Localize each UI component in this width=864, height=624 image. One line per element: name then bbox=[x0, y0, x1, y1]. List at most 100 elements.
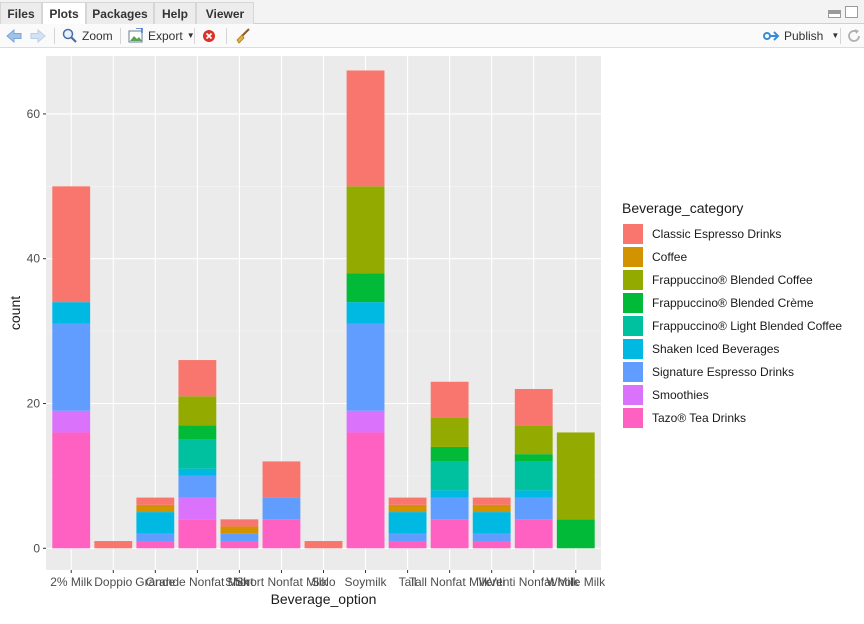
bar-segment bbox=[178, 519, 217, 549]
bar-segment bbox=[220, 519, 259, 527]
bar-segment bbox=[514, 454, 553, 462]
bar-segment bbox=[52, 432, 91, 549]
legend-item: Shaken Iced Beverages bbox=[622, 337, 842, 360]
bar-segment bbox=[514, 490, 553, 498]
bar-segment bbox=[304, 541, 343, 549]
legend-item: Frappuccino® Blended Coffee bbox=[622, 268, 842, 291]
refresh-icon[interactable] bbox=[846, 28, 862, 44]
publish-icon bbox=[763, 31, 780, 41]
bar-segment bbox=[514, 389, 553, 426]
x-tick-label: Tall bbox=[399, 575, 417, 589]
legend-key bbox=[622, 245, 644, 268]
bar-segment bbox=[472, 533, 511, 542]
legend-label: Frappuccino® Blended Crème bbox=[652, 295, 814, 310]
bar-segment bbox=[556, 432, 595, 520]
plots-toolbar: Zoom Export ▼ Publish ▼ bbox=[0, 24, 864, 48]
bar-segment bbox=[388, 497, 427, 505]
y-tick-label: 20 bbox=[27, 396, 41, 410]
publish-button[interactable]: Publish ▼ bbox=[762, 27, 839, 45]
export-button[interactable]: Export ▼ bbox=[128, 27, 195, 45]
tab-packages[interactable]: Packages bbox=[86, 2, 154, 24]
toolbar-separator bbox=[54, 28, 55, 44]
bar-segment bbox=[556, 519, 595, 549]
zoom-button[interactable]: Zoom bbox=[62, 27, 113, 45]
bar-segment bbox=[52, 323, 91, 411]
bar-segment bbox=[430, 519, 469, 549]
bar-segment bbox=[346, 70, 385, 187]
bar-segment bbox=[388, 533, 427, 542]
bar-segment bbox=[346, 273, 385, 303]
tab-help[interactable]: Help bbox=[154, 2, 196, 24]
legend-label: Smoothies bbox=[652, 387, 709, 402]
broom-clear-icon[interactable] bbox=[234, 27, 252, 45]
legend-item: Tazo® Tea Drinks bbox=[622, 406, 842, 429]
bar-segment bbox=[346, 432, 385, 549]
bar-segment bbox=[178, 439, 217, 469]
bar-segment bbox=[220, 526, 259, 534]
legend-label: Tazo® Tea Drinks bbox=[652, 410, 746, 425]
legend-item: Coffee bbox=[622, 245, 842, 268]
window-controls bbox=[828, 6, 858, 18]
legend-item: Classic Espresso Drinks bbox=[622, 222, 842, 245]
bar-segment bbox=[262, 461, 301, 498]
x-tick-label: Doppio bbox=[94, 575, 132, 589]
legend-key bbox=[622, 383, 644, 406]
bar-segment bbox=[220, 541, 259, 549]
legend-item: Smoothies bbox=[622, 383, 842, 406]
pane-tab-bar: Files Plots Packages Help Viewer bbox=[0, 0, 864, 25]
legend-label: Frappuccino® Blended Coffee bbox=[652, 272, 813, 287]
toolbar-separator bbox=[194, 28, 195, 44]
toolbar-separator bbox=[226, 28, 227, 44]
bar-segment bbox=[472, 512, 511, 534]
export-label: Export bbox=[148, 29, 183, 43]
toolbar-separator bbox=[120, 28, 121, 44]
maximize-pane-button[interactable] bbox=[845, 6, 858, 18]
bar-segment bbox=[262, 497, 301, 520]
publish-label: Publish bbox=[784, 29, 824, 43]
tab-plots[interactable]: Plots bbox=[42, 2, 86, 25]
bar-segment bbox=[136, 541, 175, 549]
minimize-pane-button[interactable] bbox=[828, 10, 841, 18]
bar-segment bbox=[514, 519, 553, 549]
tab-files[interactable]: Files bbox=[0, 2, 42, 24]
bar-segment bbox=[346, 302, 385, 324]
legend-key bbox=[622, 314, 644, 337]
forward-arrow-icon[interactable] bbox=[30, 29, 46, 43]
x-axis-title: Beverage_option bbox=[271, 591, 377, 607]
legend-label: Coffee bbox=[652, 249, 688, 264]
tab-viewer[interactable]: Viewer bbox=[196, 2, 254, 24]
toolbar-separator bbox=[840, 28, 841, 44]
bar-segment bbox=[52, 186, 91, 303]
legend-key bbox=[622, 268, 644, 291]
x-tick-label: Solo bbox=[311, 575, 335, 589]
bar-segment bbox=[52, 410, 91, 433]
bar-segment bbox=[178, 468, 217, 476]
zoom-label: Zoom bbox=[82, 29, 113, 43]
bar-segment bbox=[514, 497, 553, 520]
x-tick-label: Soymilk bbox=[345, 575, 388, 589]
x-tick-label: Venti Nonfat Milk bbox=[489, 575, 580, 589]
y-tick-label: 0 bbox=[33, 541, 40, 555]
x-tick-label: Tall Nonfat Milk bbox=[409, 575, 491, 589]
bar-segment bbox=[388, 504, 427, 513]
x-tick-label: Grande Nonfat Milk bbox=[146, 575, 250, 589]
legend-item: Frappuccino® Light Blended Coffee bbox=[622, 314, 842, 337]
x-tick-label: Whole Milk bbox=[546, 575, 606, 589]
bar-segment bbox=[136, 504, 175, 513]
bar-segment bbox=[94, 541, 133, 549]
legend-label: Shaken Iced Beverages bbox=[652, 341, 780, 356]
export-image-icon bbox=[128, 28, 143, 43]
bar-segment bbox=[136, 512, 175, 534]
legend-key bbox=[622, 406, 644, 429]
plot-viewer: 0 20 40 60 2% Milk Doppio Grande Grande Nonfat … bbox=[0, 48, 864, 624]
back-arrow-icon[interactable] bbox=[6, 29, 22, 43]
bar-segment bbox=[514, 425, 553, 455]
bar-segment bbox=[178, 475, 217, 498]
bar-segment bbox=[472, 541, 511, 549]
bar-segment bbox=[514, 461, 553, 491]
remove-plot-icon[interactable] bbox=[202, 29, 216, 43]
x-tick-label: Grande bbox=[135, 575, 175, 589]
bar-segment bbox=[178, 425, 217, 440]
legend-key bbox=[622, 360, 644, 383]
bar-segment bbox=[346, 410, 385, 433]
